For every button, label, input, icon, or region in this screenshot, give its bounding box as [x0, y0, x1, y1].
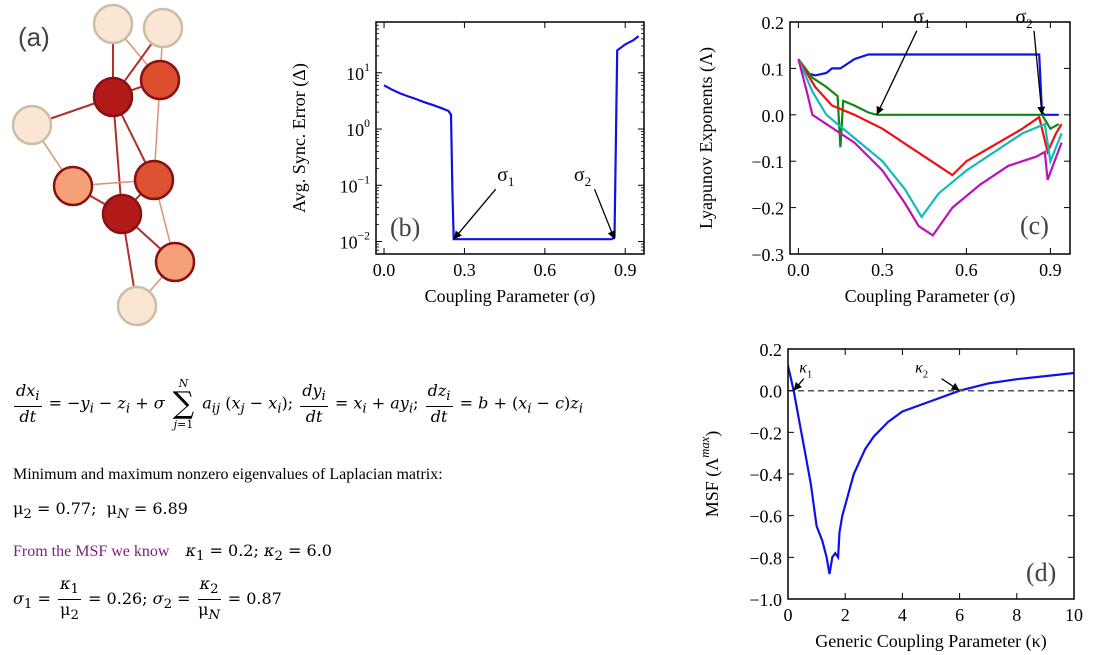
kappa1-value: 0.2: [228, 541, 254, 560]
annotation-label: σ2: [1015, 6, 1032, 31]
series-line-5: [797, 58, 1063, 237]
network-node: [11, 104, 53, 146]
x-tick-label: 4: [898, 605, 907, 625]
x-tick-label: 8: [1012, 605, 1021, 625]
rossler-equation: dxi dt = −yi − zi + σ N ∑ j=1 aij (xj − xi)…: [14, 377, 583, 431]
sigma-equation: σ1 = κ1 μ2 = 0.26; σ2 = κ2 μN = 0.87: [13, 574, 282, 624]
x-axis-label: Coupling Parameter (σ): [845, 286, 1016, 307]
x-tick-label: 0.0: [373, 260, 396, 280]
annotation-label: σ1: [497, 164, 514, 189]
network-graph: [11, 3, 196, 327]
network-node: [92, 3, 134, 45]
y-tick-label: 0.0: [760, 382, 783, 402]
x-tick-label: 0.0: [787, 260, 810, 280]
mu2-value: 0.77: [55, 499, 92, 518]
y-tick-label: −0.2: [751, 199, 784, 219]
x-tick-label: 0.9: [614, 260, 637, 280]
chart-c: 0.0 0.3 0.6 0.9 0.2 0.1 0.0 −0.1 −0.2 −0.3 Couplin…: [696, 6, 1071, 307]
y-tick-label: 0.2: [762, 13, 785, 33]
series-line-4: [797, 58, 1063, 219]
x-tick-label: 10: [1065, 605, 1083, 625]
y-tick-label: −0.1: [751, 152, 784, 172]
x-axis-label: Generic Coupling Parameter (κ): [815, 631, 1047, 652]
network-node: [101, 193, 143, 235]
x-tick-label: 2: [841, 605, 850, 625]
y-tick-label: 10−2: [340, 230, 371, 253]
panel-label: (d): [1026, 558, 1056, 587]
annotation-arrowhead: [950, 382, 960, 391]
y-axis-label: Lyapunov Exponents (Λ): [696, 47, 717, 229]
y-tick-label: 0.1: [762, 59, 785, 79]
chart-b: 0.0 0.3 0.6 0.9 10−2 10−1 100 101 Coupling Param…: [289, 21, 645, 307]
y-axis-label: Avg. Sync. Error (Δ): [289, 63, 310, 213]
y-axis-label: MSF (Λmax): [698, 431, 723, 518]
series-line-1: [788, 365, 1074, 575]
annotation-label: κ1: [799, 360, 812, 381]
annotation-label: σ1: [913, 6, 930, 31]
y-tick-label: −1.0: [749, 590, 782, 610]
y-tick-label: −0.4: [749, 465, 782, 485]
annotation-arrow: [1033, 30, 1043, 115]
y-tick-label: 101: [346, 61, 370, 84]
annotation-arrowhead: [876, 105, 884, 115]
annotation-arrow: [876, 30, 918, 116]
network-node: [52, 165, 94, 207]
annotation-arrowhead: [1037, 106, 1046, 115]
x-tick-label: 6: [955, 605, 964, 625]
eigenvalue-values: μ2 = 0.77; μN = 6.89: [13, 499, 188, 523]
network-node: [133, 159, 175, 201]
msf-label: From the MSF we know: [13, 543, 170, 560]
annotation-arrow: [453, 188, 497, 240]
annotation-label: κ2: [915, 360, 928, 381]
y-tick-label: −0.6: [749, 507, 782, 527]
y-tick-label: 0.0: [762, 106, 785, 126]
network-node: [92, 76, 134, 118]
series-line-1: [797, 53, 1059, 116]
annotation-arrowhead: [793, 381, 802, 391]
panel-a-label: (a): [18, 22, 50, 52]
network-node: [142, 7, 184, 49]
plot-frame: [789, 21, 1071, 255]
network-node: [139, 59, 181, 101]
series-line-3: [797, 58, 1063, 177]
eigenvalue-text: Minimum and maximum nonzero eigenvalues …: [13, 466, 443, 483]
panel-label: (b): [390, 213, 420, 242]
x-tick-label: 0.6: [955, 260, 978, 280]
annotation-arrow: [593, 188, 616, 240]
sigma1-value: 0.26: [106, 588, 143, 608]
msf-line: From the MSF we know κ1 = 0.2; κ2 = 6.0: [13, 541, 332, 565]
y-tick-label: 0.2: [760, 340, 783, 360]
panel-label: (c): [1020, 211, 1049, 240]
annotation-arrowhead: [453, 230, 462, 240]
series-line-1: [383, 35, 640, 241]
x-tick-label: 0.3: [871, 260, 894, 280]
muN-value: 6.89: [152, 499, 188, 518]
x-tick-label: 0.9: [1039, 260, 1062, 280]
y-tick-label: −0.2: [749, 423, 782, 443]
x-tick-label: 0.3: [453, 260, 476, 280]
x-tick-label: 0.6: [534, 260, 557, 280]
x-tick-label: 0: [784, 605, 793, 625]
chart-d: 0 2 4 6 8 10 0.2 0.0 −0.2 −0.4 −0.6 −0.8 −1.0 Generic…: [698, 340, 1083, 652]
y-tick-label: −0.8: [749, 548, 782, 568]
y-tick-label: −0.3: [751, 245, 784, 265]
sigma2-value: 0.87: [246, 588, 282, 608]
network-node: [154, 241, 196, 283]
network-node: [116, 285, 158, 327]
x-axis-label: Coupling Parameter (σ): [425, 286, 596, 307]
kappa2-value: 6.0: [306, 541, 332, 560]
y-tick-label: 10−1: [340, 173, 371, 196]
y-tick-label: 100: [346, 117, 370, 140]
annotation-label: σ2: [574, 164, 591, 189]
